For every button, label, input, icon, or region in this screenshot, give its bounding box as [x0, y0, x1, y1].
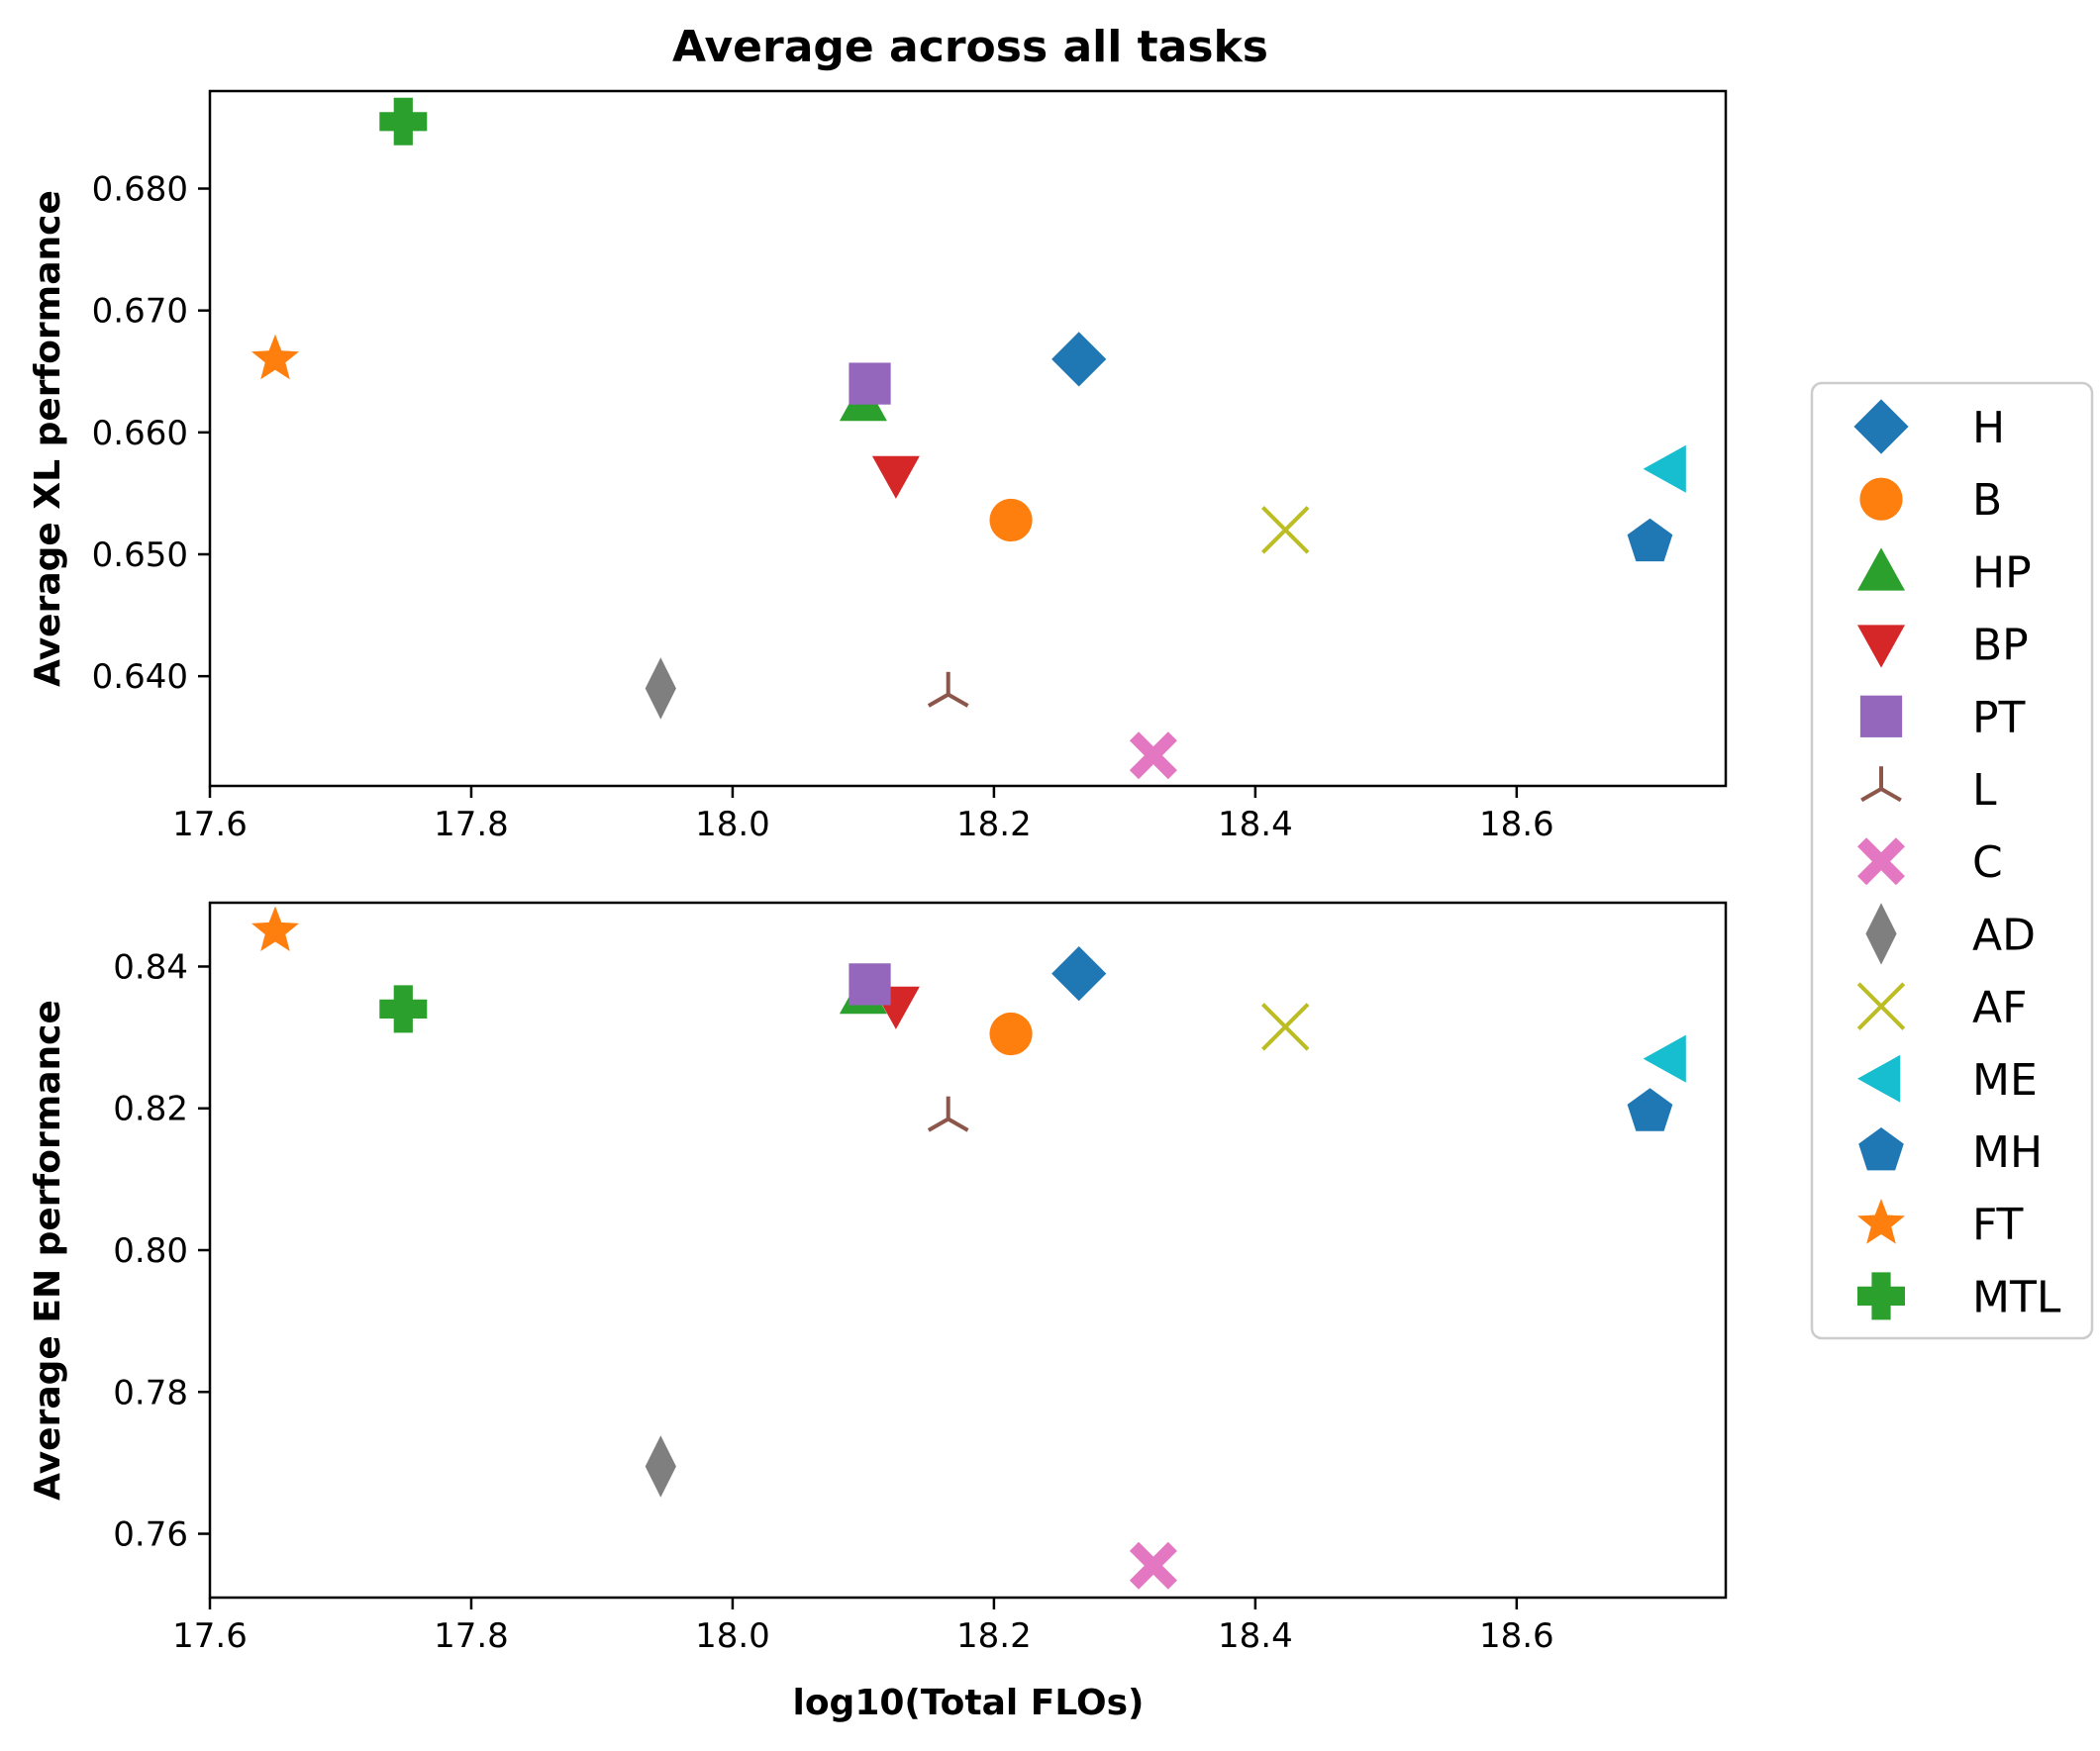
point-l [927, 671, 969, 708]
x-tick-label: 18.0 [695, 805, 770, 844]
point-pt [849, 362, 891, 405]
point-mh [1627, 518, 1673, 562]
x-tick-label: 18.4 [1218, 1616, 1293, 1656]
x-tick-label: 18.2 [956, 1616, 1032, 1656]
y-tick-label: 0.78 [113, 1373, 188, 1412]
legend-marker-h [1853, 399, 1909, 454]
point-c [1129, 731, 1177, 780]
y-tick-label: 0.670 [92, 292, 188, 332]
x-tick-label: 17.6 [172, 805, 248, 844]
legend-marker-me [1857, 1054, 1901, 1103]
x-tick-label: 17.6 [172, 1616, 248, 1656]
point-mtl [379, 985, 428, 1033]
x-tick-label: 17.8 [434, 805, 509, 844]
y-tick-label: 0.84 [113, 947, 188, 987]
legend-marker-l [1860, 766, 1902, 803]
y-tick-label: 0.680 [92, 170, 188, 210]
point-ad [645, 1435, 676, 1498]
point-bp [871, 455, 920, 499]
legend-marker-mh [1858, 1127, 1904, 1171]
legend-label-bp: BP [1972, 621, 2029, 671]
x-tick-label: 18.6 [1479, 805, 1554, 844]
x-tick-label: 18.4 [1218, 805, 1293, 844]
y-tick-label: 0.660 [92, 414, 188, 453]
point-me [1643, 444, 1686, 493]
y-axis-label-en: Average EN performance [28, 1000, 68, 1501]
y-axis-label-xl: Average XL performance [28, 190, 68, 687]
y-tick-label: 0.76 [113, 1515, 188, 1555]
point-pt [849, 963, 891, 1006]
y-tick-label: 0.650 [92, 535, 188, 575]
legend-label-af: AF [1972, 983, 2027, 1033]
legend-frame [1810, 381, 2094, 1340]
plot-area-xl [208, 89, 1728, 788]
legend-label-h: H [1972, 403, 2005, 453]
y-tick-label: 0.640 [92, 657, 188, 697]
point-c [1129, 1541, 1177, 1590]
point-h [1051, 946, 1107, 1002]
x-tick-label: 18.0 [695, 1616, 770, 1656]
point-me [1643, 1034, 1686, 1083]
point-b [989, 1012, 1033, 1056]
legend-marker-ad [1865, 903, 1897, 965]
point-h [1051, 332, 1107, 387]
point-mh [1627, 1088, 1673, 1131]
legend-label-l: L [1972, 765, 1997, 816]
legend-label-hp: HP [1972, 547, 2032, 598]
legend-label-mh: MH [1972, 1127, 2043, 1178]
point-ft [251, 906, 299, 951]
legend-label-ft: FT [1972, 1200, 2024, 1250]
axes-ticks-en: 17.6 17.8 18.0 18.2 18.4 18.6 0.76 0.78 0.80 0.82… [113, 947, 1553, 1656]
legend-marker-pt [1859, 695, 1903, 737]
scatter-points-en [251, 906, 1686, 1590]
plot-area-en [208, 901, 1728, 1600]
legend-marker-b [1859, 477, 1903, 521]
legend: HB HP BP PT LC AD AF ME MH FT MTL [1810, 381, 2094, 1340]
point-af [1261, 1003, 1310, 1051]
bottom-panel-en: 17.6 17.8 18.0 18.2 18.4 18.6 0.76 0.78 0.80 0.82… [28, 901, 1728, 1723]
y-tick-label: 0.80 [113, 1231, 188, 1271]
legend-marker-af [1856, 982, 1906, 1030]
axes-ticks-xl: 17.6 17.8 18.0 18.2 18.4 18.6 0.640 0.650 0.660 0… [92, 170, 1554, 844]
legend-marker-ft [1857, 1199, 1905, 1244]
chart-title: Average across all tasks [672, 22, 1268, 72]
top-panel-xl: 17.6 17.8 18.0 18.2 18.4 18.6 0.640 0.650 0.660 0… [28, 89, 1728, 844]
legend-marker-hp [1857, 547, 1905, 591]
legend-marker-c [1857, 837, 1905, 886]
legend-label-mtl: MTL [1972, 1272, 2061, 1322]
point-af [1261, 506, 1310, 554]
x-axis-label: log10(Total FLOs) [792, 1683, 1144, 1723]
legend-label-me: ME [1972, 1055, 2038, 1106]
legend-label-pt: PT [1972, 693, 2026, 743]
legend-marker-bp [1857, 625, 1905, 668]
legend-label-c: C [1972, 837, 2003, 888]
x-tick-label: 18.2 [956, 805, 1032, 844]
point-l [927, 1096, 969, 1132]
legend-marker-mtl [1857, 1272, 1905, 1320]
legend-label-b: B [1972, 475, 2002, 526]
legend-label-ad: AD [1972, 910, 2036, 960]
x-tick-label: 18.6 [1479, 1616, 1554, 1656]
point-b [989, 498, 1033, 542]
point-ad [645, 657, 676, 720]
point-mtl [379, 97, 428, 146]
scatter-points-xl [251, 97, 1686, 780]
point-ft [251, 334, 299, 380]
x-tick-label: 17.8 [434, 1616, 509, 1656]
y-tick-label: 0.82 [113, 1090, 188, 1129]
